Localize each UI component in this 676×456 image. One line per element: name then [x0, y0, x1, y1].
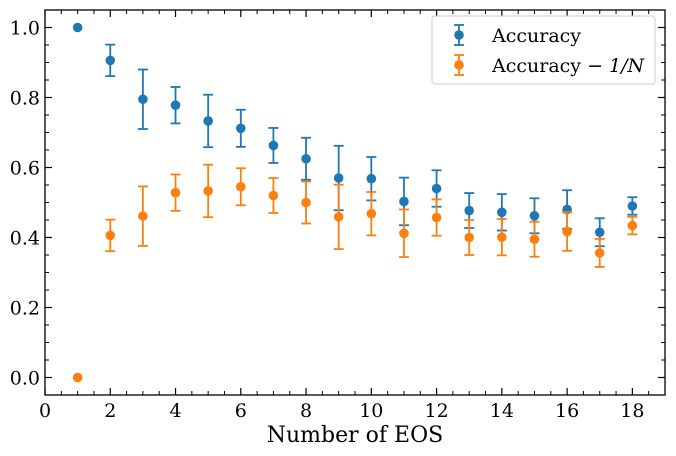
data-point — [170, 187, 181, 198]
data-point — [431, 212, 442, 223]
data-point — [235, 123, 246, 134]
data-point — [627, 201, 638, 211]
data-point — [301, 197, 311, 208]
x-tick-label: 8 — [300, 400, 312, 422]
data-point — [627, 220, 638, 231]
data-point — [464, 232, 475, 243]
x-tick-label: 14 — [490, 400, 514, 422]
data-point — [529, 234, 540, 245]
data-point — [268, 140, 279, 151]
data-point — [464, 205, 475, 216]
legend: Accuracy Accuracy − 1/N — [431, 15, 656, 85]
x-tick-label: 0 — [39, 400, 51, 422]
data-point — [497, 207, 507, 218]
data-point — [72, 22, 83, 33]
data-point — [170, 100, 181, 110]
y-tick-label: 0.4 — [10, 228, 40, 250]
legend-marker — [454, 60, 464, 70]
data-point — [399, 228, 409, 239]
data-point — [562, 226, 572, 237]
legend-marker — [454, 30, 464, 40]
y-tick-label: 0.8 — [10, 88, 40, 110]
data-point — [366, 208, 377, 219]
data-point — [431, 183, 442, 194]
x-tick-label: 4 — [169, 400, 181, 422]
data-point — [138, 211, 148, 221]
data-point — [366, 173, 377, 184]
series-layer — [72, 22, 638, 383]
data-point — [497, 232, 507, 242]
y-tick-label: 1.0 — [10, 18, 40, 40]
data-point — [105, 55, 116, 66]
data-point — [594, 248, 605, 258]
legend-label: Accuracy — [491, 25, 581, 47]
data-point — [72, 372, 83, 383]
series-accuracy-minus-1-over-n — [72, 163, 638, 383]
x-tick-label: 16 — [555, 400, 579, 422]
data-point — [399, 196, 409, 207]
y-tick-label: 0.0 — [10, 368, 40, 390]
data-point — [138, 94, 148, 105]
data-point — [203, 116, 213, 126]
x-tick-label: 10 — [359, 400, 383, 422]
data-point — [529, 211, 540, 221]
plot-frame — [44, 9, 666, 396]
y-tick-label: 0.2 — [10, 298, 40, 320]
legend-box — [431, 15, 656, 85]
x-tick-label: 12 — [424, 400, 448, 422]
x-tick-label: 6 — [235, 400, 247, 422]
legend-label: Accuracy − 1/N — [491, 55, 646, 77]
x-tick-label: 18 — [620, 400, 644, 422]
data-point — [105, 230, 116, 241]
x-axis-label: Number of EOS — [267, 423, 443, 448]
data-point — [301, 153, 311, 164]
data-point — [203, 186, 213, 196]
x-tick-label: 2 — [104, 400, 116, 422]
data-point — [333, 173, 344, 183]
data-point — [268, 190, 279, 201]
data-point — [235, 181, 246, 192]
data-point — [333, 212, 344, 222]
data-point — [594, 227, 605, 238]
axis-tick-labels: 0 2 4 6 8 10 12 14 16 18 0.0 0.2 0.4 0.6 0.8 1.0 — [10, 18, 645, 423]
y-tick-label: 0.6 — [10, 158, 40, 180]
